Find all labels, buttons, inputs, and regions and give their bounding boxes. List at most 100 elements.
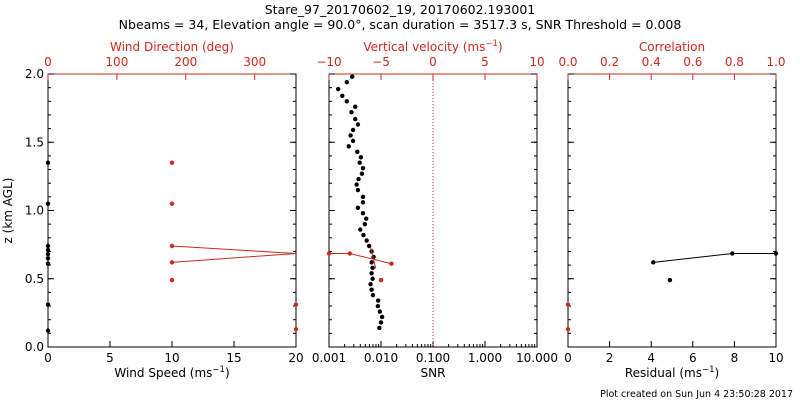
wind-xtick-label-top: 200: [174, 55, 197, 69]
velocity-xlabel-top: Vertical velocity (ms−1): [363, 39, 502, 54]
velocity-snr-point: [360, 211, 366, 216]
velocity-xlabel-bottom: SNR: [421, 366, 446, 380]
velocity-xtick-label-bottom: 1.000: [468, 351, 502, 365]
correlation-xtick-label-top: 0.0: [558, 55, 577, 69]
correlation-xlabel-top-text: Correlation: [639, 40, 705, 54]
correlation-residual-extra--point: [667, 277, 673, 283]
wind-ytick-label: 1.5: [25, 135, 44, 149]
velocity-snr-point: [377, 309, 383, 314]
velocity-snr-point: [361, 232, 366, 238]
velocity-snr-point: [358, 155, 364, 160]
velocity-snr-point: [356, 176, 361, 182]
velocity-snr-point: [360, 194, 366, 200]
velocity-snr-point: [358, 227, 363, 232]
wind-ytick-label: 1.0: [25, 204, 44, 218]
wind-wind-speed-flagged--point: [293, 327, 299, 332]
velocity-xtick-label-bottom: 0.100: [416, 351, 450, 365]
wind-xtick-label-bottom: 20: [288, 351, 303, 365]
velocity-snr-point: [379, 314, 385, 320]
velocity-snr-point: [357, 160, 362, 165]
wind-xlabel-top: Wind Direction (deg): [110, 40, 234, 54]
velocity-snr-point: [360, 200, 366, 205]
wind-wind-speed-point: [45, 328, 51, 333]
wind-wind-speed-point: [45, 251, 51, 257]
velocity-snr-point: [368, 282, 373, 287]
wind-wind-speed-point: [45, 261, 51, 266]
velocity-xtick-label-top: −10: [316, 55, 341, 69]
correlation-xtick-label-top: 0.2: [600, 55, 619, 69]
correlation-plot-frame: [567, 73, 777, 348]
velocity-snr-point: [350, 138, 356, 144]
velocity-vertical-velocity-point: [389, 261, 394, 266]
correlation-xtick-label-top: 0.8: [725, 55, 744, 69]
correlation-xtick-label-bottom: 8: [731, 351, 739, 365]
wind-plot-frame: [47, 73, 297, 348]
wind-xlabel-bottom-end: ): [225, 366, 230, 380]
velocity-xlabel-top-sup: −1: [485, 39, 498, 49]
correlation-xtick-label-bottom: 4: [647, 351, 655, 365]
velocity-snr-point: [370, 276, 375, 281]
correlation-xlabel-bottom-sup: −1: [702, 365, 715, 375]
velocity-snr-point: [370, 292, 376, 298]
correlation-xtick-label-bottom: 10: [768, 351, 783, 365]
wind-wind-speed-point: [45, 243, 51, 249]
velocity-snr-point: [353, 104, 358, 109]
wind-ytick-label: 0.5: [25, 272, 44, 286]
wind-ylabel: z (km AGL): [1, 178, 15, 244]
correlation-xlabel-bottom-text: Residual (ms: [625, 366, 702, 380]
velocity-snr-point: [346, 144, 351, 149]
velocity-vertical-velocity-point: [326, 251, 332, 256]
velocity-snr-point: [349, 110, 354, 115]
correlation-xtick-label-top: 0.4: [642, 55, 661, 69]
correlation-xlabel-bottom-end: ): [714, 366, 719, 380]
velocity-snr-point: [344, 99, 350, 104]
velocity-snr-point: [350, 127, 356, 133]
velocity-snr-point: [369, 287, 374, 292]
velocity-snr-point: [375, 303, 381, 309]
velocity-vertical-velocity-point: [347, 251, 352, 256]
velocity-snr-point: [377, 325, 382, 331]
velocity-snr-point: [364, 216, 369, 221]
correlation-residual-point: [773, 251, 779, 256]
velocity-xlabel-top-end: ): [498, 40, 503, 54]
correlation-xtick-label-bottom: 2: [606, 351, 614, 365]
wind-xtick-label-top: 300: [243, 55, 266, 69]
velocity-snr-point: [348, 133, 353, 138]
wind-wind-speed-flagged--point: [169, 277, 175, 283]
velocity-snr-point: [369, 260, 374, 265]
velocity-snr-point: [360, 165, 366, 171]
wind-wind-speed-flagged--point: [169, 160, 175, 165]
wind-ytick-label: 2.0: [25, 67, 44, 81]
wind-xtick-label-top: 0: [44, 55, 52, 69]
velocity-vertical-velocity-segment--line: [370, 247, 377, 269]
correlation-correlation-point: [565, 327, 571, 332]
velocity-snr-point: [344, 79, 350, 85]
figure-subtitle: Nbeams = 34, Elevation angle = 90.0°, sc…: [119, 17, 682, 32]
correlation-residual-point: [651, 260, 656, 265]
velocity-snr-point: [359, 171, 365, 176]
correlation-correlation-point: [565, 302, 571, 307]
velocity-xtick-label-top: −5: [372, 55, 390, 69]
velocity-snr-point: [355, 122, 361, 127]
wind-xtick-label-bottom: 0: [44, 351, 52, 365]
correlation-xlabel-bottom: Residual (ms−1): [625, 365, 719, 380]
correlation-xtick-label-top: 1.0: [766, 55, 785, 69]
wind-wind-speed-point: [45, 256, 51, 261]
wind-wind-speed-flagged--point: [169, 201, 175, 206]
wind-wind-speed-point: [45, 302, 51, 307]
velocity-snr-point: [355, 205, 361, 210]
correlation-residual-line: [653, 252, 776, 263]
velocity-xtick-label-top: 0: [429, 55, 437, 69]
velocity-xtick-label-bottom: 0.010: [364, 351, 398, 365]
wind-xtick-label-bottom: 5: [106, 351, 114, 365]
wind-xlabel-bottom: Wind Speed (ms−1): [114, 365, 229, 380]
wind-wind-speed-point: [45, 160, 51, 165]
velocity-snr-point: [350, 74, 355, 79]
velocity-snr-point: [369, 271, 374, 276]
wind-wind-speed-point: [45, 201, 51, 206]
velocity-snr-point: [335, 86, 341, 92]
wind-wind-direction-line: [171, 245, 297, 263]
velocity-snr-point: [366, 243, 372, 249]
velocity-snr-point: [340, 93, 345, 99]
